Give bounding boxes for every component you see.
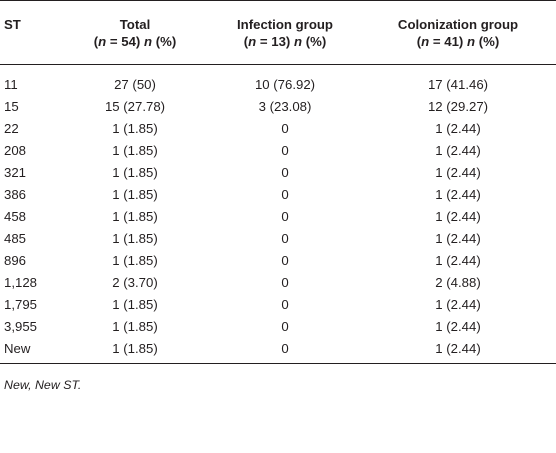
cell-total: 1 (1.85) — [112, 208, 158, 224]
table-row: 458 1 (1.85) 0 1 (2.44) — [0, 205, 556, 227]
table-row: 896 1 (1.85) 0 1 (2.44) — [0, 249, 556, 271]
n-symbol: n — [421, 34, 430, 49]
cell-st: 458 — [4, 208, 27, 224]
cell-infection: 3 (23.08) — [258, 98, 312, 114]
cell-st: 485 — [4, 230, 27, 246]
pct-label: (%) — [152, 34, 177, 49]
cell-total: 1 (1.85) — [112, 230, 158, 246]
cell-total: 1 (1.85) — [112, 252, 158, 268]
cell-st: 208 — [4, 142, 27, 158]
cell-colonization: 1 (2.44) — [435, 208, 481, 224]
n-symbol: n — [293, 34, 303, 49]
cell-st: 22 — [4, 120, 19, 136]
table-row: 1,128 2 (3.70) 0 2 (4.88) — [0, 271, 556, 293]
cell-infection: 0 — [281, 164, 289, 180]
cell-infection: 0 — [281, 274, 289, 290]
header-st-sub — [0, 32, 60, 65]
cell-total: 15 (27.78) — [104, 98, 166, 114]
header-colonization-sub: (n = 41) n (%) — [360, 32, 556, 65]
table-header: ST Total Infection group Colonization gr… — [0, 0, 556, 65]
cell-colonization: 1 (2.44) — [435, 252, 481, 268]
table-row: New 1 (1.85) 0 1 (2.44) — [0, 337, 556, 364]
cell-colonization: 1 (2.44) — [435, 296, 481, 312]
cell-total: 1 (1.85) — [112, 186, 158, 202]
cell-total: 1 (1.85) — [112, 318, 158, 334]
cell-total: 1 (1.85) — [112, 120, 158, 136]
header-infection: Infection group — [210, 0, 360, 32]
pct-label: (%) — [302, 34, 327, 49]
cell-infection: 0 — [281, 186, 289, 202]
cell-total: 1 (1.85) — [60, 337, 210, 364]
paren: ( — [243, 34, 249, 49]
table-row: 386 1 (1.85) 0 1 (2.44) — [0, 183, 556, 205]
header-colonization: Colonization group — [360, 0, 556, 32]
cell-colonization: 1 (2.44) — [435, 142, 481, 158]
table-row: 321 1 (1.85) 0 1 (2.44) — [0, 161, 556, 183]
cell-st: 15 — [4, 98, 19, 114]
cell-infection: 0 — [281, 296, 289, 312]
cell-st: 1,795 — [4, 296, 38, 312]
pct-label: (%) — [475, 34, 500, 49]
cell-colonization: 1 (2.44) — [435, 186, 481, 202]
cell-colonization: 1 (2.44) — [435, 230, 481, 246]
n-symbol: n — [143, 34, 153, 49]
cell-infection: 10 (76.92) — [254, 76, 316, 92]
table-row: 15 15 (27.78) 3 (23.08) 12 (29.27) — [0, 95, 556, 117]
st-distribution-table: ST Total Infection group Colonization gr… — [0, 0, 556, 364]
cell-st: 3,955 — [4, 318, 38, 334]
header-st: ST — [0, 0, 60, 32]
total-count: = 54) — [106, 34, 144, 49]
header-infection-sub: (n = 13) n (%) — [210, 32, 360, 65]
cell-total: 2 (3.70) — [112, 274, 158, 290]
cell-colonization: 1 (2.44) — [435, 318, 481, 334]
cell-colonization: 1 (2.44) — [435, 164, 481, 180]
header-row-2: (n = 54) n (%) (n = 13) n (%) (n = 41) n… — [0, 32, 556, 65]
cell-infection: 0 — [210, 337, 360, 364]
cell-colonization: 1 (2.44) — [435, 120, 481, 136]
n-symbol: n — [248, 34, 257, 49]
paren: ( — [416, 34, 422, 49]
table-body: 11 27 (50) 10 (76.92) 17 (41.46) 15 15 (27.78… — [0, 65, 556, 364]
table-row: 11 27 (50) 10 (76.92) 17 (41.46) — [0, 65, 556, 96]
document: ST Total Infection group Colonization gr… — [0, 0, 556, 392]
table-footnote: New, New ST. — [4, 378, 82, 392]
cell-colonization: 1 (2.44) — [360, 337, 556, 364]
cell-st: 1,128 — [4, 274, 38, 290]
cell-total: 27 (50) — [114, 76, 156, 92]
cell-infection: 0 — [281, 318, 289, 334]
cell-total: 1 (1.85) — [112, 164, 158, 180]
cell-colonization: 17 (41.46) — [427, 76, 489, 92]
cell-st: 896 — [4, 252, 27, 268]
paren: ( — [93, 34, 99, 49]
cell-infection: 0 — [281, 252, 289, 268]
cell-infection: 0 — [281, 208, 289, 224]
header-total: Total — [60, 0, 210, 32]
cell-infection: 0 — [281, 120, 289, 136]
cell-infection: 0 — [281, 230, 289, 246]
cell-colonization: 2 (4.88) — [435, 274, 481, 290]
cell-st: New — [0, 337, 60, 364]
cell-st: 321 — [4, 164, 27, 180]
cell-st: 11 — [4, 76, 18, 92]
colonization-count: = 41) — [429, 34, 467, 49]
table-row: 208 1 (1.85) 0 1 (2.44) — [0, 139, 556, 161]
table-row: 1,795 1 (1.85) 0 1 (2.44) — [0, 293, 556, 315]
cell-colonization: 12 (29.27) — [427, 98, 489, 114]
cell-st: 386 — [4, 186, 27, 202]
header-total-sub: (n = 54) n (%) — [60, 32, 210, 65]
header-row-1: ST Total Infection group Colonization gr… — [0, 0, 556, 32]
cell-total: 1 (1.85) — [112, 296, 158, 312]
table-row: 22 1 (1.85) 0 1 (2.44) — [0, 117, 556, 139]
cell-total: 1 (1.85) — [112, 142, 158, 158]
n-symbol: n — [98, 34, 107, 49]
cell-infection: 0 — [281, 142, 289, 158]
n-symbol: n — [466, 34, 476, 49]
infection-count: = 13) — [256, 34, 294, 49]
table-row: 485 1 (1.85) 0 1 (2.44) — [0, 227, 556, 249]
table-row: 3,955 1 (1.85) 0 1 (2.44) — [0, 315, 556, 337]
